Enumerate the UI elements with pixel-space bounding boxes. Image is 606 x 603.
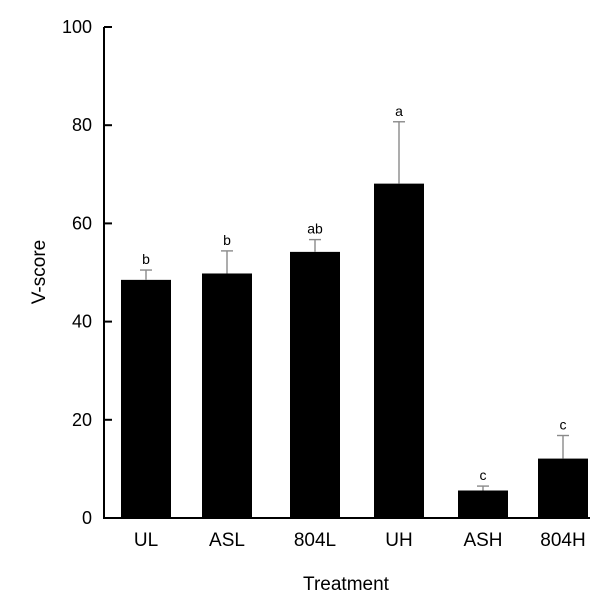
x-tick-label: UH [385, 530, 412, 551]
bar-804h [538, 458, 588, 518]
y-axis: 0 20 40 60 80 100 [62, 17, 112, 528]
significance-label: c [560, 417, 567, 433]
y-tick-label: 80 [72, 115, 92, 135]
x-tick-label: UL [134, 530, 158, 551]
x-tick-label: ASH [463, 530, 502, 551]
x-axis: UL ASL 804L UH ASH 804H [103, 512, 590, 551]
y-axis-title: V-score [29, 240, 50, 304]
x-tick-label: 804L [294, 530, 336, 551]
x-axis-title: Treatment [303, 574, 390, 595]
y-tick-label: 40 [72, 312, 92, 332]
y-tick-label: 0 [82, 508, 92, 528]
x-tick-label: ASL [209, 530, 245, 551]
y-tick-label: 100 [62, 17, 92, 37]
bar-ash [458, 490, 508, 518]
bar-asl [202, 273, 252, 518]
y-tick-label: 20 [72, 410, 92, 430]
bar-uh [374, 183, 424, 518]
significance-label: ab [307, 221, 323, 237]
significance-label: b [223, 232, 231, 248]
significance-label: c [480, 467, 487, 483]
significance-label: b [142, 251, 150, 267]
y-tick-label: 60 [72, 213, 92, 233]
bar-ul [121, 279, 171, 518]
bar-804l [290, 251, 340, 519]
x-tick-label: 804H [540, 530, 585, 551]
significance-label: a [395, 103, 403, 119]
bars-group: b b ab a c c [121, 103, 588, 519]
